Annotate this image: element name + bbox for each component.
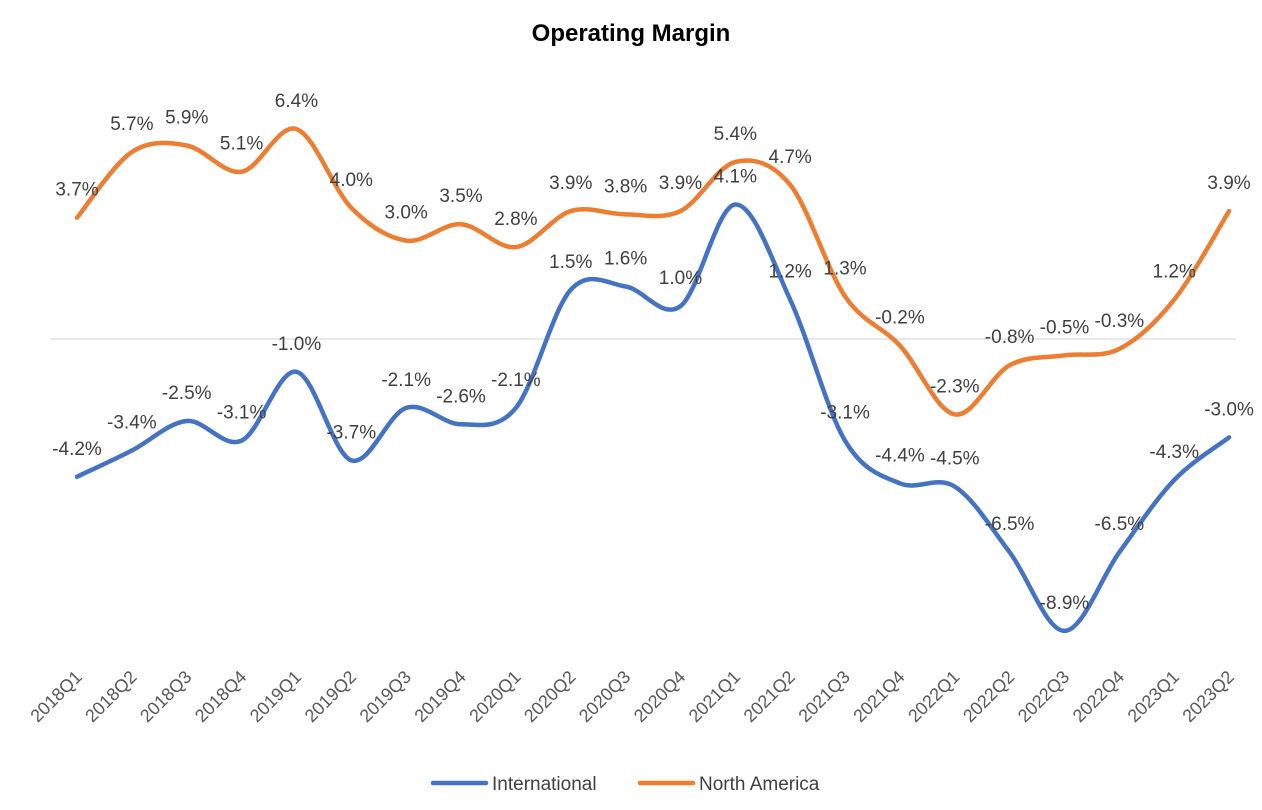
data-point-international-2023Q1 — [1172, 478, 1176, 482]
data-point-north-america-2020Q4 — [678, 209, 682, 213]
series-line-international — [74, 202, 1232, 634]
data-label-international-2020Q1: -2.1% — [491, 370, 541, 391]
data-labels: -4.2%-3.4%-2.5%-3.1%-1.0%-3.7%-2.1%-2.6%… — [52, 91, 1254, 614]
data-label-international-2018Q3: -2.5% — [162, 383, 212, 404]
data-point-international-2022Q3 — [1062, 629, 1066, 633]
data-label-international-2022Q4: -6.5% — [1095, 514, 1145, 535]
data-point-north-america-2021Q4 — [898, 344, 902, 348]
data-point-international-2022Q1 — [953, 485, 957, 489]
data-point-north-america-2018Q1 — [75, 216, 79, 220]
data-point-international-2023Q2 — [1227, 435, 1231, 439]
data-point-north-america-2023Q1 — [1172, 298, 1176, 302]
data-label-north-america-2022Q4: -0.3% — [1095, 311, 1145, 332]
data-label-north-america-2020Q4: 3.9% — [659, 173, 702, 194]
data-label-international-2019Q4: -2.6% — [436, 386, 486, 407]
data-label-north-america-2020Q2: 3.9% — [549, 173, 592, 194]
data-point-north-america-2019Q1 — [294, 127, 298, 131]
data-point-international-2020Q4 — [678, 304, 682, 308]
data-label-international-2018Q2: -3.4% — [107, 413, 157, 434]
data-point-north-america-2018Q4 — [240, 170, 244, 174]
data-label-international-2020Q4: 1.0% — [659, 268, 702, 289]
legend-label-international: International — [492, 774, 597, 795]
data-label-north-america-2018Q3: 5.9% — [165, 107, 208, 128]
data-label-international-2018Q1: -4.2% — [52, 439, 102, 460]
data-point-international-2019Q2 — [349, 458, 353, 462]
data-point-international-2019Q1 — [294, 370, 298, 374]
data-point-north-america-2018Q2 — [130, 150, 134, 154]
data-point-international-2021Q3 — [843, 439, 847, 443]
data-label-north-america-2021Q1: 5.4% — [714, 124, 757, 145]
data-label-north-america-2019Q1: 6.4% — [275, 91, 318, 112]
data-label-international-2019Q1: -1.0% — [272, 334, 322, 355]
data-label-north-america-2021Q2: 4.7% — [769, 147, 812, 168]
data-label-north-america-2019Q3: 3.0% — [385, 203, 428, 224]
data-label-international-2021Q1: 4.1% — [714, 167, 757, 188]
legend: International North America — [430, 774, 820, 795]
data-point-international-2020Q1 — [514, 406, 518, 410]
data-label-north-america-2021Q3: 1.3% — [823, 258, 866, 279]
data-point-north-america-2019Q3 — [404, 239, 408, 243]
data-label-north-america-2022Q2: -0.8% — [985, 327, 1035, 348]
data-point-north-america-2020Q2 — [569, 209, 573, 213]
data-label-international-2019Q3: -2.1% — [381, 370, 431, 391]
data-label-north-america-2023Q2: 3.9% — [1207, 173, 1250, 194]
data-point-north-america-2022Q2 — [1008, 363, 1012, 367]
data-point-north-america-2021Q2 — [788, 183, 792, 187]
data-label-north-america-2020Q1: 2.8% — [494, 209, 537, 230]
data-point-international-2018Q4 — [240, 439, 244, 443]
legend-label-north-america: North America — [699, 774, 820, 795]
data-label-international-2022Q2: -6.5% — [985, 514, 1035, 535]
data-point-international-2018Q1 — [75, 475, 79, 479]
data-point-north-america-2021Q3 — [843, 294, 847, 298]
data-label-north-america-2021Q4: -0.2% — [875, 308, 925, 329]
data-point-international-2022Q4 — [1117, 550, 1121, 554]
data-point-international-2020Q3 — [624, 285, 628, 289]
data-label-international-2018Q4: -3.1% — [217, 403, 267, 424]
data-point-international-2018Q2 — [130, 449, 134, 453]
data-label-international-2023Q1: -4.3% — [1149, 442, 1199, 463]
data-label-north-america-2023Q1: 1.2% — [1153, 262, 1196, 283]
data-point-international-2022Q2 — [1008, 550, 1012, 554]
data-point-north-america-2022Q1 — [953, 412, 957, 416]
data-label-international-2022Q3: -8.9% — [1040, 593, 1090, 614]
data-point-international-2021Q4 — [898, 481, 902, 485]
data-label-north-america-2019Q2: 4.0% — [330, 170, 373, 191]
data-label-international-2020Q3: 1.6% — [604, 249, 647, 270]
series-line-north-america — [74, 126, 1232, 417]
data-point-north-america-2019Q2 — [349, 206, 353, 210]
data-point-north-america-2020Q1 — [514, 245, 518, 249]
data-label-international-2021Q2: 1.2% — [769, 262, 812, 283]
data-label-north-america-2022Q3: -0.5% — [1040, 317, 1090, 338]
data-label-north-america-2018Q2: 5.7% — [110, 114, 153, 135]
data-point-international-2021Q2 — [788, 298, 792, 302]
data-point-international-2019Q4 — [459, 422, 463, 426]
data-point-north-america-2020Q3 — [624, 212, 628, 216]
data-point-international-2019Q3 — [404, 406, 408, 410]
data-point-international-2018Q3 — [185, 419, 189, 423]
data-label-north-america-2018Q4: 5.1% — [220, 134, 263, 155]
data-point-north-america-2019Q4 — [459, 222, 463, 226]
data-point-north-america-2021Q1 — [733, 160, 737, 164]
data-label-north-america-2018Q1: 3.7% — [55, 180, 98, 201]
data-point-north-america-2023Q2 — [1227, 209, 1231, 213]
chart-title: Operating Margin — [532, 20, 731, 47]
data-label-international-2021Q4: -4.4% — [875, 445, 925, 466]
data-label-north-america-2022Q1: -2.3% — [930, 376, 980, 397]
data-point-north-america-2022Q4 — [1117, 347, 1121, 351]
series-layer — [74, 126, 1232, 634]
data-point-international-2020Q2 — [569, 288, 573, 292]
data-label-international-2022Q1: -4.5% — [930, 449, 980, 470]
data-point-international-2021Q1 — [733, 203, 737, 207]
data-label-international-2023Q2: -3.0% — [1204, 399, 1254, 420]
data-label-international-2021Q3: -3.1% — [820, 403, 870, 424]
data-point-north-america-2018Q3 — [185, 143, 189, 147]
data-label-north-america-2020Q3: 3.8% — [604, 176, 647, 197]
data-point-north-america-2022Q3 — [1062, 353, 1066, 357]
data-label-international-2019Q2: -3.7% — [326, 422, 376, 443]
data-label-international-2020Q2: 1.5% — [549, 252, 592, 273]
data-label-north-america-2019Q4: 3.5% — [439, 186, 482, 207]
